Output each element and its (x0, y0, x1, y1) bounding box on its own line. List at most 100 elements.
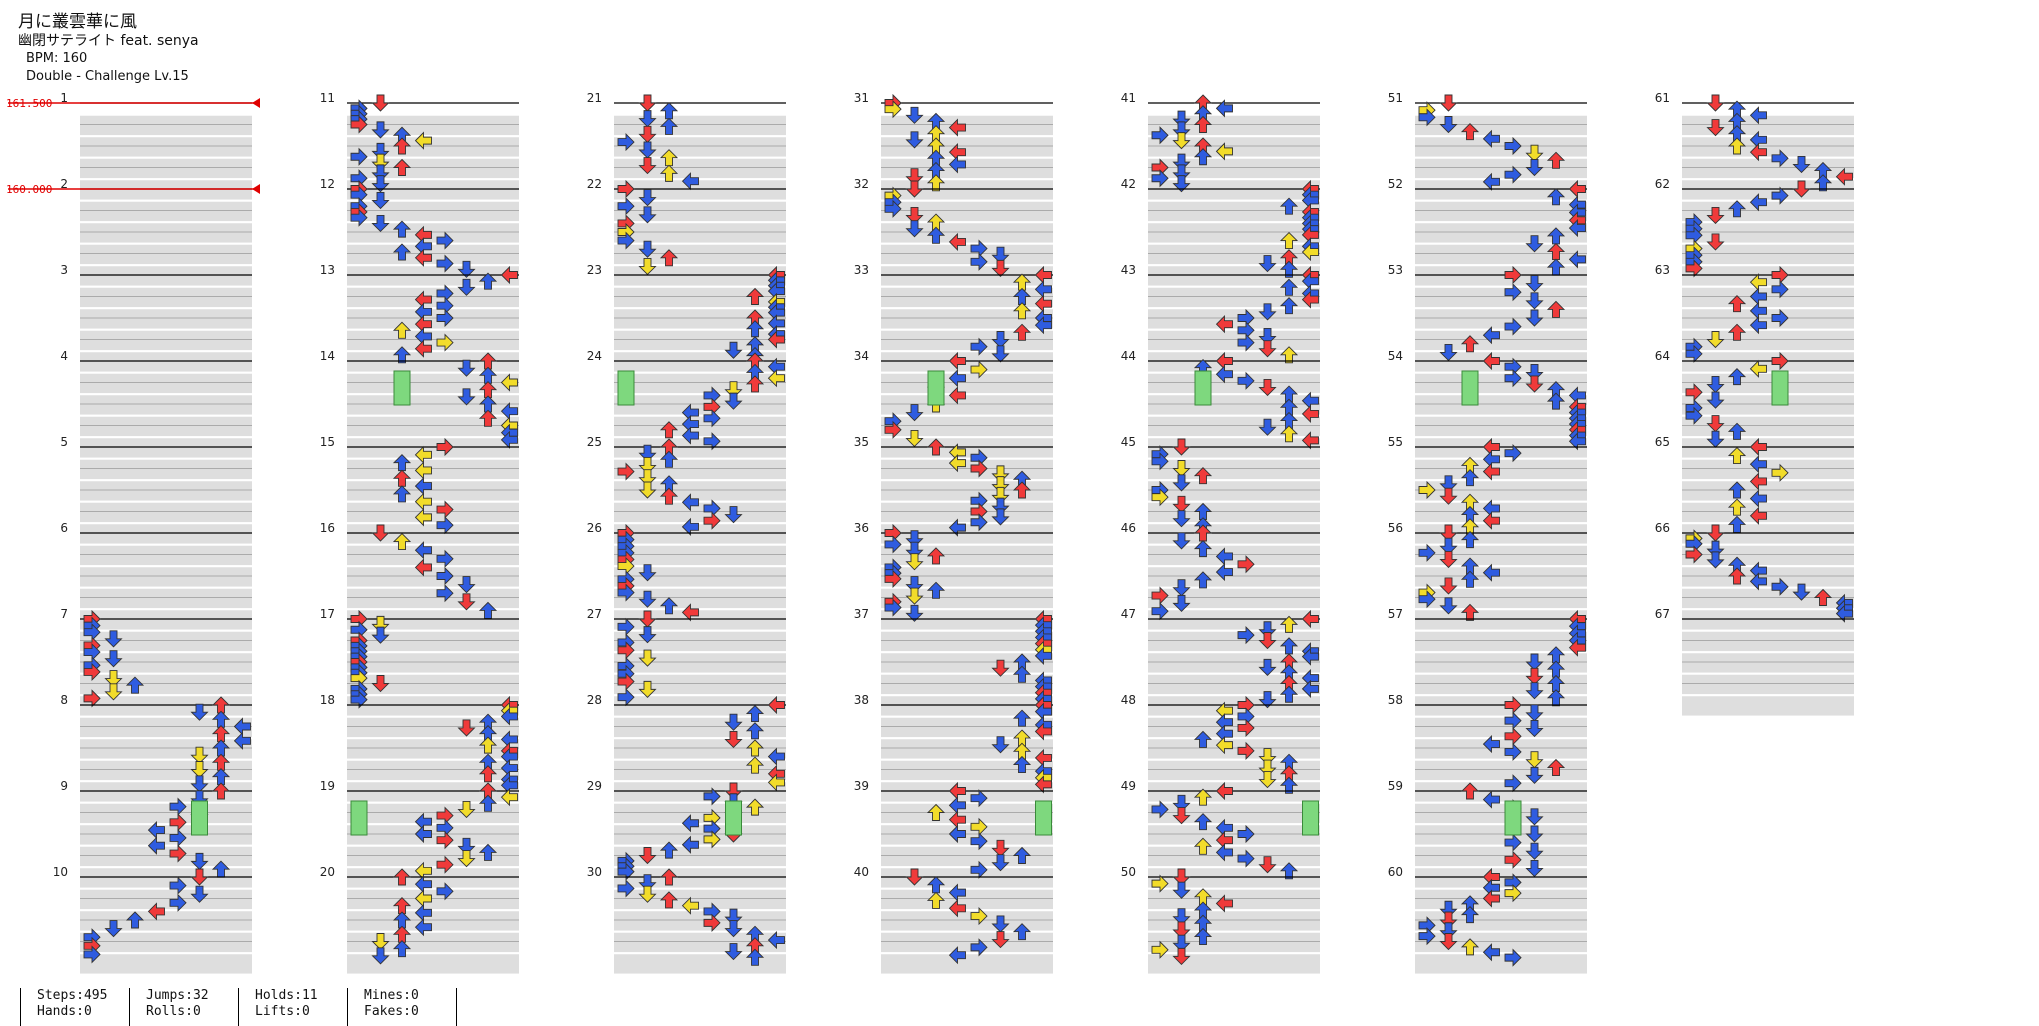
arrow-down-icon (724, 506, 743, 524)
beat-band (614, 653, 786, 673)
stat-rolls: Rolls:0 (146, 1004, 201, 1019)
beat-band (1415, 696, 1587, 716)
arrow-right-icon (414, 558, 432, 577)
measure-number: 40 (854, 865, 869, 879)
beat-band (347, 610, 519, 630)
arrow-down-icon (371, 675, 390, 693)
arrow-down-icon (1525, 704, 1544, 722)
arrow-down-icon (1706, 119, 1725, 137)
beat-band (347, 244, 519, 265)
measure-number: 7 (60, 607, 68, 621)
measure-number: 34 (854, 349, 869, 363)
arrow-right-icon (1482, 735, 1500, 754)
beat-band (347, 674, 519, 695)
measure-number: 19 (320, 779, 335, 793)
beat-band (1148, 524, 1320, 544)
beat-band (614, 717, 786, 738)
arrow-down-icon (1439, 343, 1458, 362)
arrow-down-icon (457, 593, 476, 611)
arrow-right-icon (1568, 250, 1586, 269)
beat-band (881, 889, 1053, 910)
arrow-up-icon (1193, 115, 1213, 133)
bpm-marker-icon (252, 184, 260, 194)
measure-number: 24 (587, 349, 602, 363)
beat-band (1682, 201, 1854, 222)
arrow-left-icon (1151, 169, 1169, 188)
measure: 49 (1121, 779, 1320, 888)
arrow-down-icon (724, 920, 743, 938)
arrow-down-icon (1792, 180, 1811, 198)
beat-band (80, 803, 252, 824)
arrow-down-icon (1525, 235, 1544, 253)
arrow-left-icon (970, 360, 988, 379)
beat-band (1415, 868, 1587, 888)
arrow-up-icon (478, 794, 498, 812)
beat-band (614, 352, 786, 372)
arrow-right-icon (948, 518, 966, 537)
bpm-label: BPM: 160 (26, 51, 88, 66)
measure-number: 28 (587, 693, 602, 707)
beat-band (1682, 502, 1854, 523)
beat-band (80, 287, 252, 308)
arrow-down-icon (371, 192, 390, 210)
arrow-up-icon (659, 164, 679, 182)
measure-number: 66 (1655, 521, 1670, 535)
arrow-down-icon (724, 943, 743, 961)
beat-band (347, 846, 519, 867)
hold-bar-icon (350, 800, 368, 836)
arrow-down-icon (1439, 116, 1458, 134)
beat-band (1415, 459, 1587, 480)
arrow-left-icon (884, 199, 902, 218)
arrow-up-icon (1727, 481, 1747, 499)
arrow-down-icon (1172, 807, 1191, 825)
beat-band (614, 545, 786, 566)
arrow-down-icon (991, 508, 1010, 526)
beat-band (80, 352, 252, 372)
arrow-down-icon (991, 659, 1010, 677)
arrow-down-icon (638, 444, 657, 462)
arrow-down-icon (638, 240, 657, 258)
arrow-right-icon (1482, 129, 1500, 148)
stat-column: Holds:11 Lifts:0 (238, 988, 347, 1026)
measure: 11 (320, 91, 519, 200)
arrow-down-icon (1172, 438, 1191, 456)
arrow-down-icon (1258, 771, 1277, 789)
beat-band (614, 631, 786, 652)
arrow-up-icon (1460, 782, 1480, 800)
beat-band (80, 502, 252, 523)
beat-band (1682, 266, 1854, 286)
arrow-up-icon (1279, 260, 1299, 278)
beat-band (347, 717, 519, 738)
measure-number: 50 (1121, 865, 1136, 879)
arrow-down-icon (1172, 947, 1191, 966)
beat-band (347, 416, 519, 437)
measure: 38 (854, 693, 1053, 802)
beat-band (881, 674, 1053, 695)
beat-band (80, 717, 252, 738)
beat-band (1148, 825, 1320, 845)
beat-band (1148, 395, 1320, 415)
arrow-right-icon (1215, 736, 1233, 755)
arrow-right-icon (1301, 404, 1319, 424)
arrow-down-icon (371, 524, 390, 542)
measure: 59 (1388, 779, 1587, 888)
beat-band (614, 438, 786, 458)
beat-band (1415, 244, 1587, 265)
arrow-up-icon (659, 487, 679, 505)
arrow-left-icon (1504, 742, 1522, 761)
beat-band (1415, 287, 1587, 308)
arrow-right-icon (1215, 315, 1233, 334)
arrow-down-icon (457, 359, 476, 377)
beat-band (1148, 567, 1320, 587)
arrow-down-icon (638, 874, 657, 892)
beat-band (614, 567, 786, 587)
beat-band (347, 223, 519, 243)
arrow-down-icon (638, 680, 657, 699)
beat-band (1415, 782, 1587, 802)
arrow-up-icon (1460, 905, 1480, 924)
arrow-down-icon (1792, 583, 1811, 601)
arrow-right-icon (1215, 365, 1233, 384)
arrow-right-icon (233, 731, 251, 750)
arrow-left-icon (703, 830, 721, 849)
measure: 43 (1121, 263, 1320, 372)
